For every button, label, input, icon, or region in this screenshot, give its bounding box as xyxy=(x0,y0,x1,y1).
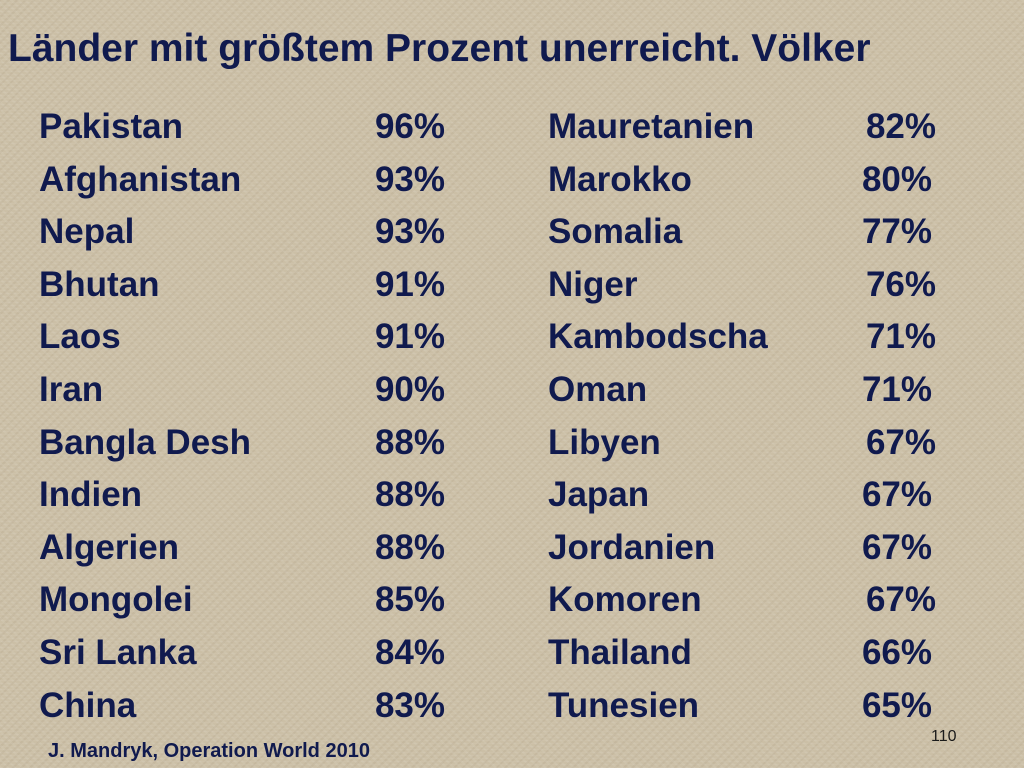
percent-value: 77% xyxy=(861,212,932,252)
list-item: Komoren 67% xyxy=(548,574,948,627)
country-name: Bangla Desh xyxy=(39,422,251,462)
list-item: Indien 88% xyxy=(39,469,459,522)
country-name: Oman xyxy=(548,369,648,409)
list-item: Sri Lanka 84% xyxy=(39,627,459,680)
source-citation: J. Mandryk, Operation World 2010 xyxy=(48,740,370,762)
list-item: Iran 90% xyxy=(39,364,459,417)
percent-value: 71% xyxy=(861,369,932,409)
country-name: Sri Lanka xyxy=(39,632,197,672)
list-item: Somalia 77% xyxy=(548,206,948,259)
country-name: Japan xyxy=(548,475,650,515)
list-item: Tunesien 65% xyxy=(548,680,948,733)
list-item: Mongolei 85% xyxy=(39,574,459,627)
list-item: Japan 67% xyxy=(548,469,948,522)
percent-value: 66% xyxy=(861,632,932,672)
country-name: Tunesien xyxy=(548,685,700,725)
percent-value: 67% xyxy=(861,475,932,515)
country-name: Jordanien xyxy=(548,527,716,567)
percent-value: 90% xyxy=(374,369,445,409)
page-number: 110 xyxy=(931,728,957,745)
country-name: Laos xyxy=(39,317,121,357)
list-item: Bhutan 91% xyxy=(39,259,459,312)
country-list-right: Mauretanien 82% Marokko 80% Somalia 77% Nig… xyxy=(548,101,948,732)
list-item: Laos 91% xyxy=(39,311,459,364)
country-name: China xyxy=(39,685,137,725)
list-item: Mauretanien 82% xyxy=(548,101,948,154)
list-item: Jordanien 67% xyxy=(548,522,948,575)
percent-value: 88% xyxy=(374,422,445,462)
country-name: Kambodscha xyxy=(548,317,768,357)
country-name: Niger xyxy=(548,264,638,304)
percent-value: 88% xyxy=(374,475,445,515)
percent-value: 93% xyxy=(374,159,445,199)
country-name: Nepal xyxy=(39,212,135,252)
list-item: Bangla Desh 88% xyxy=(39,417,459,470)
list-item: Algerien 88% xyxy=(39,522,459,575)
percent-value: 91% xyxy=(374,317,445,357)
percent-value: 76% xyxy=(865,264,936,304)
country-name: Marokko xyxy=(548,159,692,199)
country-name: Komoren xyxy=(548,580,702,620)
list-item: Pakistan 96% xyxy=(39,101,459,154)
country-name: Mongolei xyxy=(39,580,193,620)
percent-value: 84% xyxy=(374,632,445,672)
country-name: Bhutan xyxy=(39,264,160,304)
list-item: Niger 76% xyxy=(548,259,948,312)
percent-value: 82% xyxy=(865,107,936,146)
country-name: Libyen xyxy=(548,422,661,462)
list-item: China 83% xyxy=(39,680,459,733)
list-item: Thailand 66% xyxy=(548,627,948,680)
list-item: Marokko 80% xyxy=(548,154,948,207)
percent-value: 67% xyxy=(861,527,932,567)
list-item: Nepal 93% xyxy=(39,206,459,259)
percent-value: 96% xyxy=(374,107,445,146)
percent-value: 93% xyxy=(374,212,445,252)
percent-value: 83% xyxy=(374,685,445,725)
country-name: Somalia xyxy=(548,212,683,252)
list-item: Kambodscha 71% xyxy=(548,311,948,364)
country-name: Iran xyxy=(39,369,104,409)
country-name: Thailand xyxy=(548,632,692,672)
country-name: Pakistan xyxy=(39,107,183,146)
list-item: Afghanistan 93% xyxy=(39,154,459,207)
list-item: Oman 71% xyxy=(548,364,948,417)
percent-value: 91% xyxy=(374,264,445,304)
slide-title: Länder mit größtem Prozent unerreicht. V… xyxy=(8,27,871,70)
country-name: Indien xyxy=(39,475,143,515)
country-list-left: Pakistan 96% Afghanistan 93% Nepal 93% Bhut… xyxy=(39,101,459,732)
percent-value: 65% xyxy=(861,685,932,725)
percent-value: 67% xyxy=(865,580,936,620)
percent-value: 88% xyxy=(374,527,445,567)
percent-value: 85% xyxy=(374,580,445,620)
list-item: Libyen 67% xyxy=(548,417,948,470)
country-name: Mauretanien xyxy=(548,107,755,146)
percent-value: 80% xyxy=(861,159,932,199)
country-name: Algerien xyxy=(39,527,180,567)
percent-value: 71% xyxy=(865,317,936,357)
percent-value: 67% xyxy=(865,422,936,462)
country-name: Afghanistan xyxy=(39,159,242,199)
